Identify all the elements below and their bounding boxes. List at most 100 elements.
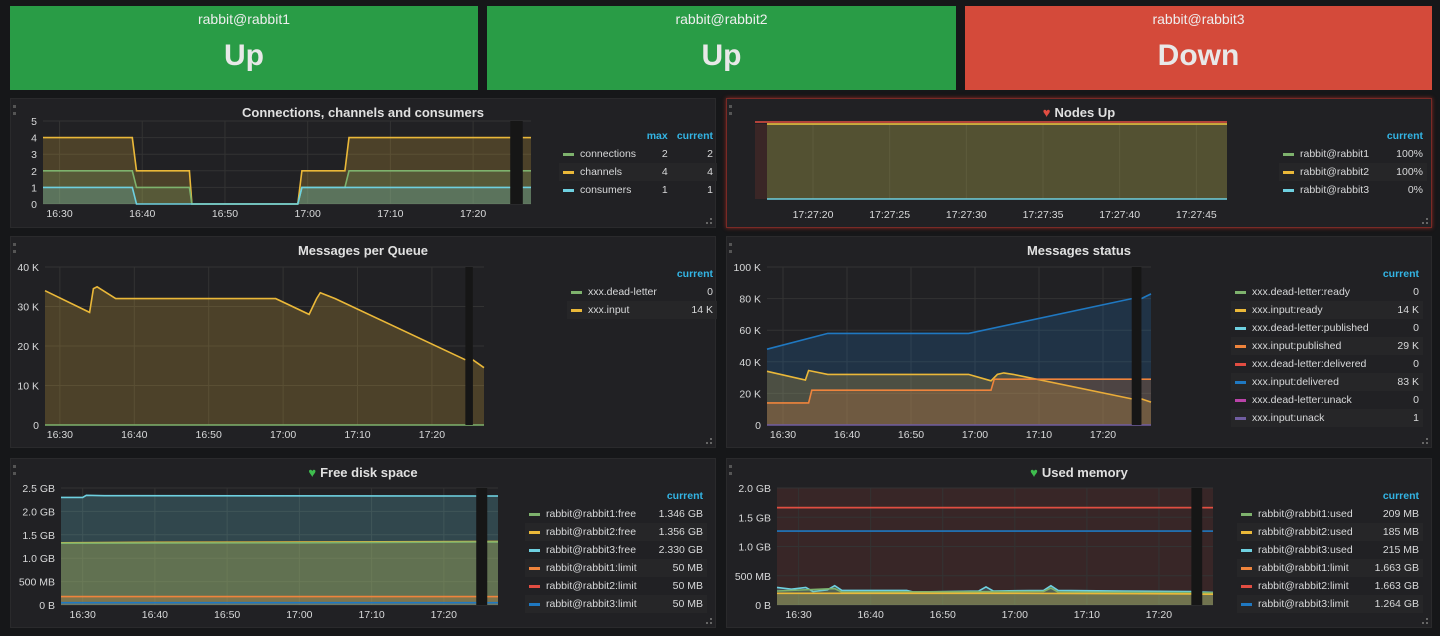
series-color-swatch[interactable] (1235, 344, 1246, 348)
series-color-swatch[interactable] (529, 566, 540, 570)
node-status-value: Down (1157, 39, 1240, 72)
node-status-rabbit1[interactable]: rabbit@rabbit1 Up (10, 6, 478, 90)
legend-item[interactable]: rabbit@rabbit3:limit 50 MB (525, 595, 707, 613)
legend-item[interactable]: rabbit@rabbit3:free 2.330 GB (525, 541, 707, 559)
series-color-swatch[interactable] (529, 512, 540, 516)
x-tick-label: 16:50 (212, 208, 238, 220)
series-color-swatch[interactable] (1235, 416, 1246, 420)
legend-item[interactable]: rabbit@rabbit3:limit 1.264 GB (1237, 595, 1423, 613)
series-color-swatch[interactable] (1241, 512, 1252, 516)
drag-handle[interactable] (729, 105, 732, 115)
series-color-swatch[interactable] (1235, 308, 1246, 312)
legend-item[interactable]: xxx.dead-letter:ready 0 (1231, 283, 1423, 301)
legend-item[interactable]: rabbit@rabbit1:free 1.346 GB (525, 505, 707, 523)
legend-item[interactable]: connections 2 2 (559, 145, 717, 163)
series-color-swatch[interactable] (1235, 398, 1246, 402)
resize-handle[interactable] (706, 618, 712, 624)
legend-item[interactable]: consumers 1 1 (559, 181, 717, 199)
legend-item[interactable]: xxx.input:published 29 K (1231, 337, 1423, 355)
legend-item[interactable]: rabbit@rabbit2:free 1.356 GB (525, 523, 707, 541)
series-line-xxx.input:ready (1141, 398, 1152, 403)
x-tick-label: 17:27:25 (869, 209, 910, 221)
series-area-xxx.input (45, 286, 466, 425)
legend-item[interactable]: xxx.dead-letter 0 (567, 283, 717, 301)
mstatus-panel: Messages status 0 20 K 40 K 60 K 80 K 100 K 16… (726, 236, 1432, 448)
legend: current rabbit@rabbit1 100% rabbit@rabbit2 1… (1279, 127, 1427, 199)
legend-item[interactable]: channels 4 4 (559, 163, 717, 181)
legend-item[interactable]: rabbit@rabbit1:limit 50 MB (525, 559, 707, 577)
series-color-swatch[interactable] (571, 290, 582, 294)
legend-value: 1.356 GB (650, 523, 707, 541)
series-line-rabbit@rabbit3:free (61, 494, 477, 499)
series-color-swatch[interactable] (1283, 188, 1294, 192)
legend-label: rabbit@rabbit2:limit (1258, 580, 1349, 592)
series-color-swatch[interactable] (1241, 602, 1252, 606)
resize-handle[interactable] (706, 438, 712, 444)
series-color-swatch[interactable] (563, 188, 574, 192)
series-color-swatch[interactable] (1283, 152, 1294, 156)
legend-item[interactable]: xxx.dead-letter:published 0 (1231, 319, 1423, 337)
series-color-swatch[interactable] (1235, 326, 1246, 330)
series-color-swatch[interactable] (1241, 584, 1252, 588)
node-status-value: Up (701, 39, 742, 72)
series-color-swatch[interactable] (563, 170, 574, 174)
series-color-swatch[interactable] (529, 602, 540, 606)
legend-label: xxx.dead-letter (588, 286, 657, 298)
panel-title[interactable]: ♥ Nodes Up (727, 105, 1431, 120)
series-area-rabbit@rabbit2:free (61, 541, 477, 605)
series-color-swatch[interactable] (571, 308, 582, 312)
resize-handle[interactable] (706, 218, 712, 224)
series-color-swatch[interactable] (1235, 362, 1246, 366)
legend-item[interactable]: rabbit@rabbit1 100% (1279, 145, 1427, 163)
panel-title[interactable]: Messages per Queue (11, 243, 715, 258)
series-color-swatch[interactable] (529, 584, 540, 588)
series-color-swatch[interactable] (1241, 548, 1252, 552)
series-color-swatch[interactable] (529, 530, 540, 534)
legend-item[interactable]: rabbit@rabbit1:limit 1.663 GB (1237, 559, 1423, 577)
panel-title[interactable]: ♥ Used memory (727, 465, 1431, 480)
panel-title[interactable]: Messages status (727, 243, 1431, 258)
series-color-swatch[interactable] (1283, 170, 1294, 174)
y-tick-label: 4 (31, 133, 37, 145)
legend-item[interactable]: xxx.dead-letter:delivered 0 (1231, 355, 1423, 373)
x-tick-label: 17:10 (344, 429, 370, 441)
legend-item[interactable]: rabbit@rabbit1:used 209 MB (1237, 505, 1423, 523)
panel-title[interactable]: ♥ Free disk space (11, 465, 715, 480)
drag-handle[interactable] (13, 105, 16, 115)
legend-value: 2 (707, 148, 713, 160)
series-color-swatch[interactable] (563, 152, 574, 156)
legend-label: xxx.input:published (1252, 340, 1342, 352)
drag-handle[interactable] (13, 465, 16, 475)
drag-handle[interactable] (729, 465, 732, 475)
drag-handle[interactable] (13, 243, 16, 253)
legend-item[interactable]: xxx.input:delivered 83 K (1231, 373, 1423, 391)
series-area-rabbit@rabbit2 (767, 124, 1227, 199)
legend-item[interactable]: rabbit@rabbit2:limit 1.663 GB (1237, 577, 1423, 595)
legend-label: connections (580, 148, 637, 160)
resize-handle[interactable] (1422, 438, 1428, 444)
series-area-rabbit@rabbit2:used (1202, 594, 1213, 605)
series-color-swatch[interactable] (1235, 380, 1246, 384)
panel-title[interactable]: Connections, channels and consumers (11, 105, 715, 120)
legend-item[interactable]: xxx.dead-letter:unack 0 (1231, 391, 1423, 409)
series-area-rabbit@rabbit1:used (1202, 592, 1213, 605)
node-status-rabbit3[interactable]: rabbit@rabbit3 Down (965, 6, 1432, 90)
series-color-swatch[interactable] (1241, 530, 1252, 534)
legend-item[interactable]: rabbit@rabbit2 100% (1279, 163, 1427, 181)
series-color-swatch[interactable] (529, 548, 540, 552)
legend-item[interactable]: xxx.input:unack 1 (1231, 409, 1423, 427)
resize-handle[interactable] (1422, 218, 1428, 224)
drag-handle[interactable] (729, 243, 732, 253)
legend-item[interactable]: rabbit@rabbit2:limit 50 MB (525, 577, 707, 595)
resize-handle[interactable] (1422, 618, 1428, 624)
legend-item[interactable]: rabbit@rabbit3:used 215 MB (1237, 541, 1423, 559)
node-status-rabbit2[interactable]: rabbit@rabbit2 Up (487, 6, 956, 90)
mem-panel: ♥ Used memory 0 B 500 MB 1.0 GB 1.5 GB 2.0 GB… (726, 458, 1432, 628)
legend-item[interactable]: xxx.input:ready 14 K (1231, 301, 1423, 319)
legend-item[interactable]: rabbit@rabbit2:used 185 MB (1237, 523, 1423, 541)
y-tick-label: 0 (31, 199, 37, 211)
series-color-swatch[interactable] (1235, 290, 1246, 294)
legend-item[interactable]: xxx.input 14 K (567, 301, 717, 319)
legend-item[interactable]: rabbit@rabbit3 0% (1279, 181, 1427, 199)
series-color-swatch[interactable] (1241, 566, 1252, 570)
